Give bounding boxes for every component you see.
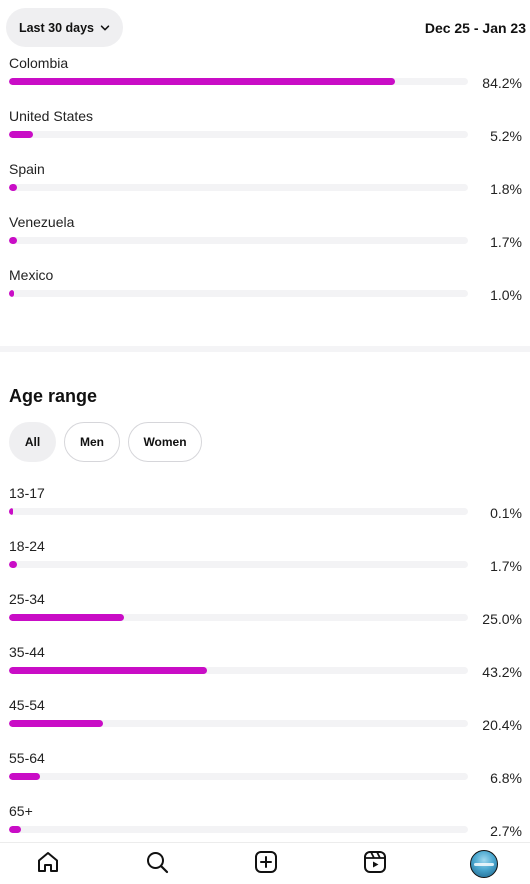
country-name: United States [9,108,94,124]
age-percent: 0.1% [490,505,522,521]
age-percent: 20.4% [482,717,522,733]
bottom-nav-bar [0,842,530,884]
country-percent: 1.8% [490,181,522,197]
home-icon [35,849,61,880]
country-percent: 84.2% [482,75,522,91]
country-bar-fill [9,237,17,244]
country-bar-fill [9,290,14,297]
age-percent: 1.7% [490,558,522,574]
age-row: 25-34 25.0% [0,591,530,641]
country-row: Mexico 1.0% [0,267,530,317]
reels-icon [362,849,388,880]
country-name: Mexico [9,267,54,283]
age-bar-fill [9,667,208,674]
age-percent: 25.0% [482,611,522,627]
age-row: 35-44 43.2% [0,644,530,694]
date-range-text: Dec 25 - Jan 23 [424,20,526,36]
age-name: 35-44 [9,644,45,660]
age-row: 65+ 2.7% [0,803,530,853]
country-bar-track [9,131,468,138]
nav-home[interactable] [33,849,63,879]
country-bar-track [9,78,468,85]
age-name: 45-54 [9,697,45,713]
filter-chip-label: Women [143,435,187,449]
filter-chip-men[interactable]: Men [64,422,120,462]
age-name: 65+ [9,803,33,819]
country-bar-fill [9,78,396,85]
age-bar-track [9,561,468,568]
country-bar-track [9,184,468,191]
age-bar-track [9,826,468,833]
country-percent: 1.0% [490,287,522,303]
age-percent: 43.2% [482,664,522,680]
country-percent: 5.2% [490,128,522,144]
age-percent: 2.7% [490,823,522,839]
age-bar-track [9,667,468,674]
age-bar-fill [9,561,17,568]
country-bar-fill [9,131,33,138]
country-row: Venezuela 1.7% [0,214,530,264]
age-row: 13-17 0.1% [0,485,530,535]
country-percent: 1.7% [490,234,522,250]
country-bar-track [9,237,468,244]
age-bar-fill [9,720,103,727]
age-name: 13-17 [9,485,45,501]
nav-search[interactable] [142,849,172,879]
age-row: 45-54 20.4% [0,697,530,747]
country-bar-fill [9,184,18,191]
age-row: 55-64 6.8% [0,750,530,800]
age-bar-track [9,720,468,727]
nav-create[interactable] [251,849,281,879]
date-range-dropdown-label: Last 30 days [18,20,95,35]
filter-chip-women[interactable]: Women [128,422,202,462]
search-icon [144,849,170,880]
section-divider [0,346,530,352]
header-bar: Last 30 days Dec 25 - Jan 23 [0,0,530,56]
country-name: Venezuela [9,214,75,230]
age-row: 18-24 1.7% [0,538,530,588]
date-range-dropdown[interactable]: Last 30 days [6,8,123,47]
country-name: Colombia [9,55,69,71]
age-name: 55-64 [9,750,45,766]
nav-profile[interactable] [469,849,499,879]
age-bar-fill [9,614,124,621]
country-row: United States 5.2% [0,108,530,158]
filter-chip-label: Men [80,435,104,449]
age-bar-fill [9,826,22,833]
filter-chip-all[interactable]: All [9,422,56,462]
nav-reels[interactable] [360,849,390,879]
country-row: Colombia 84.2% [0,55,530,105]
country-name: Spain [9,161,45,177]
filter-chip-label: All [24,435,41,449]
age-bar-track [9,773,468,780]
age-bar-fill [9,508,13,515]
create-icon [253,849,279,880]
country-row: Spain 1.8% [0,161,530,211]
age-name: 25-34 [9,591,45,607]
age-name: 18-24 [9,538,45,554]
chevron-down-icon [100,23,110,33]
age-bar-fill [9,773,41,780]
profile-avatar [470,850,498,878]
age-percent: 6.8% [490,770,522,786]
age-bar-track [9,508,468,515]
age-range-title: Age range [9,386,98,406]
country-bar-track [9,290,468,297]
age-bar-track [9,614,468,621]
